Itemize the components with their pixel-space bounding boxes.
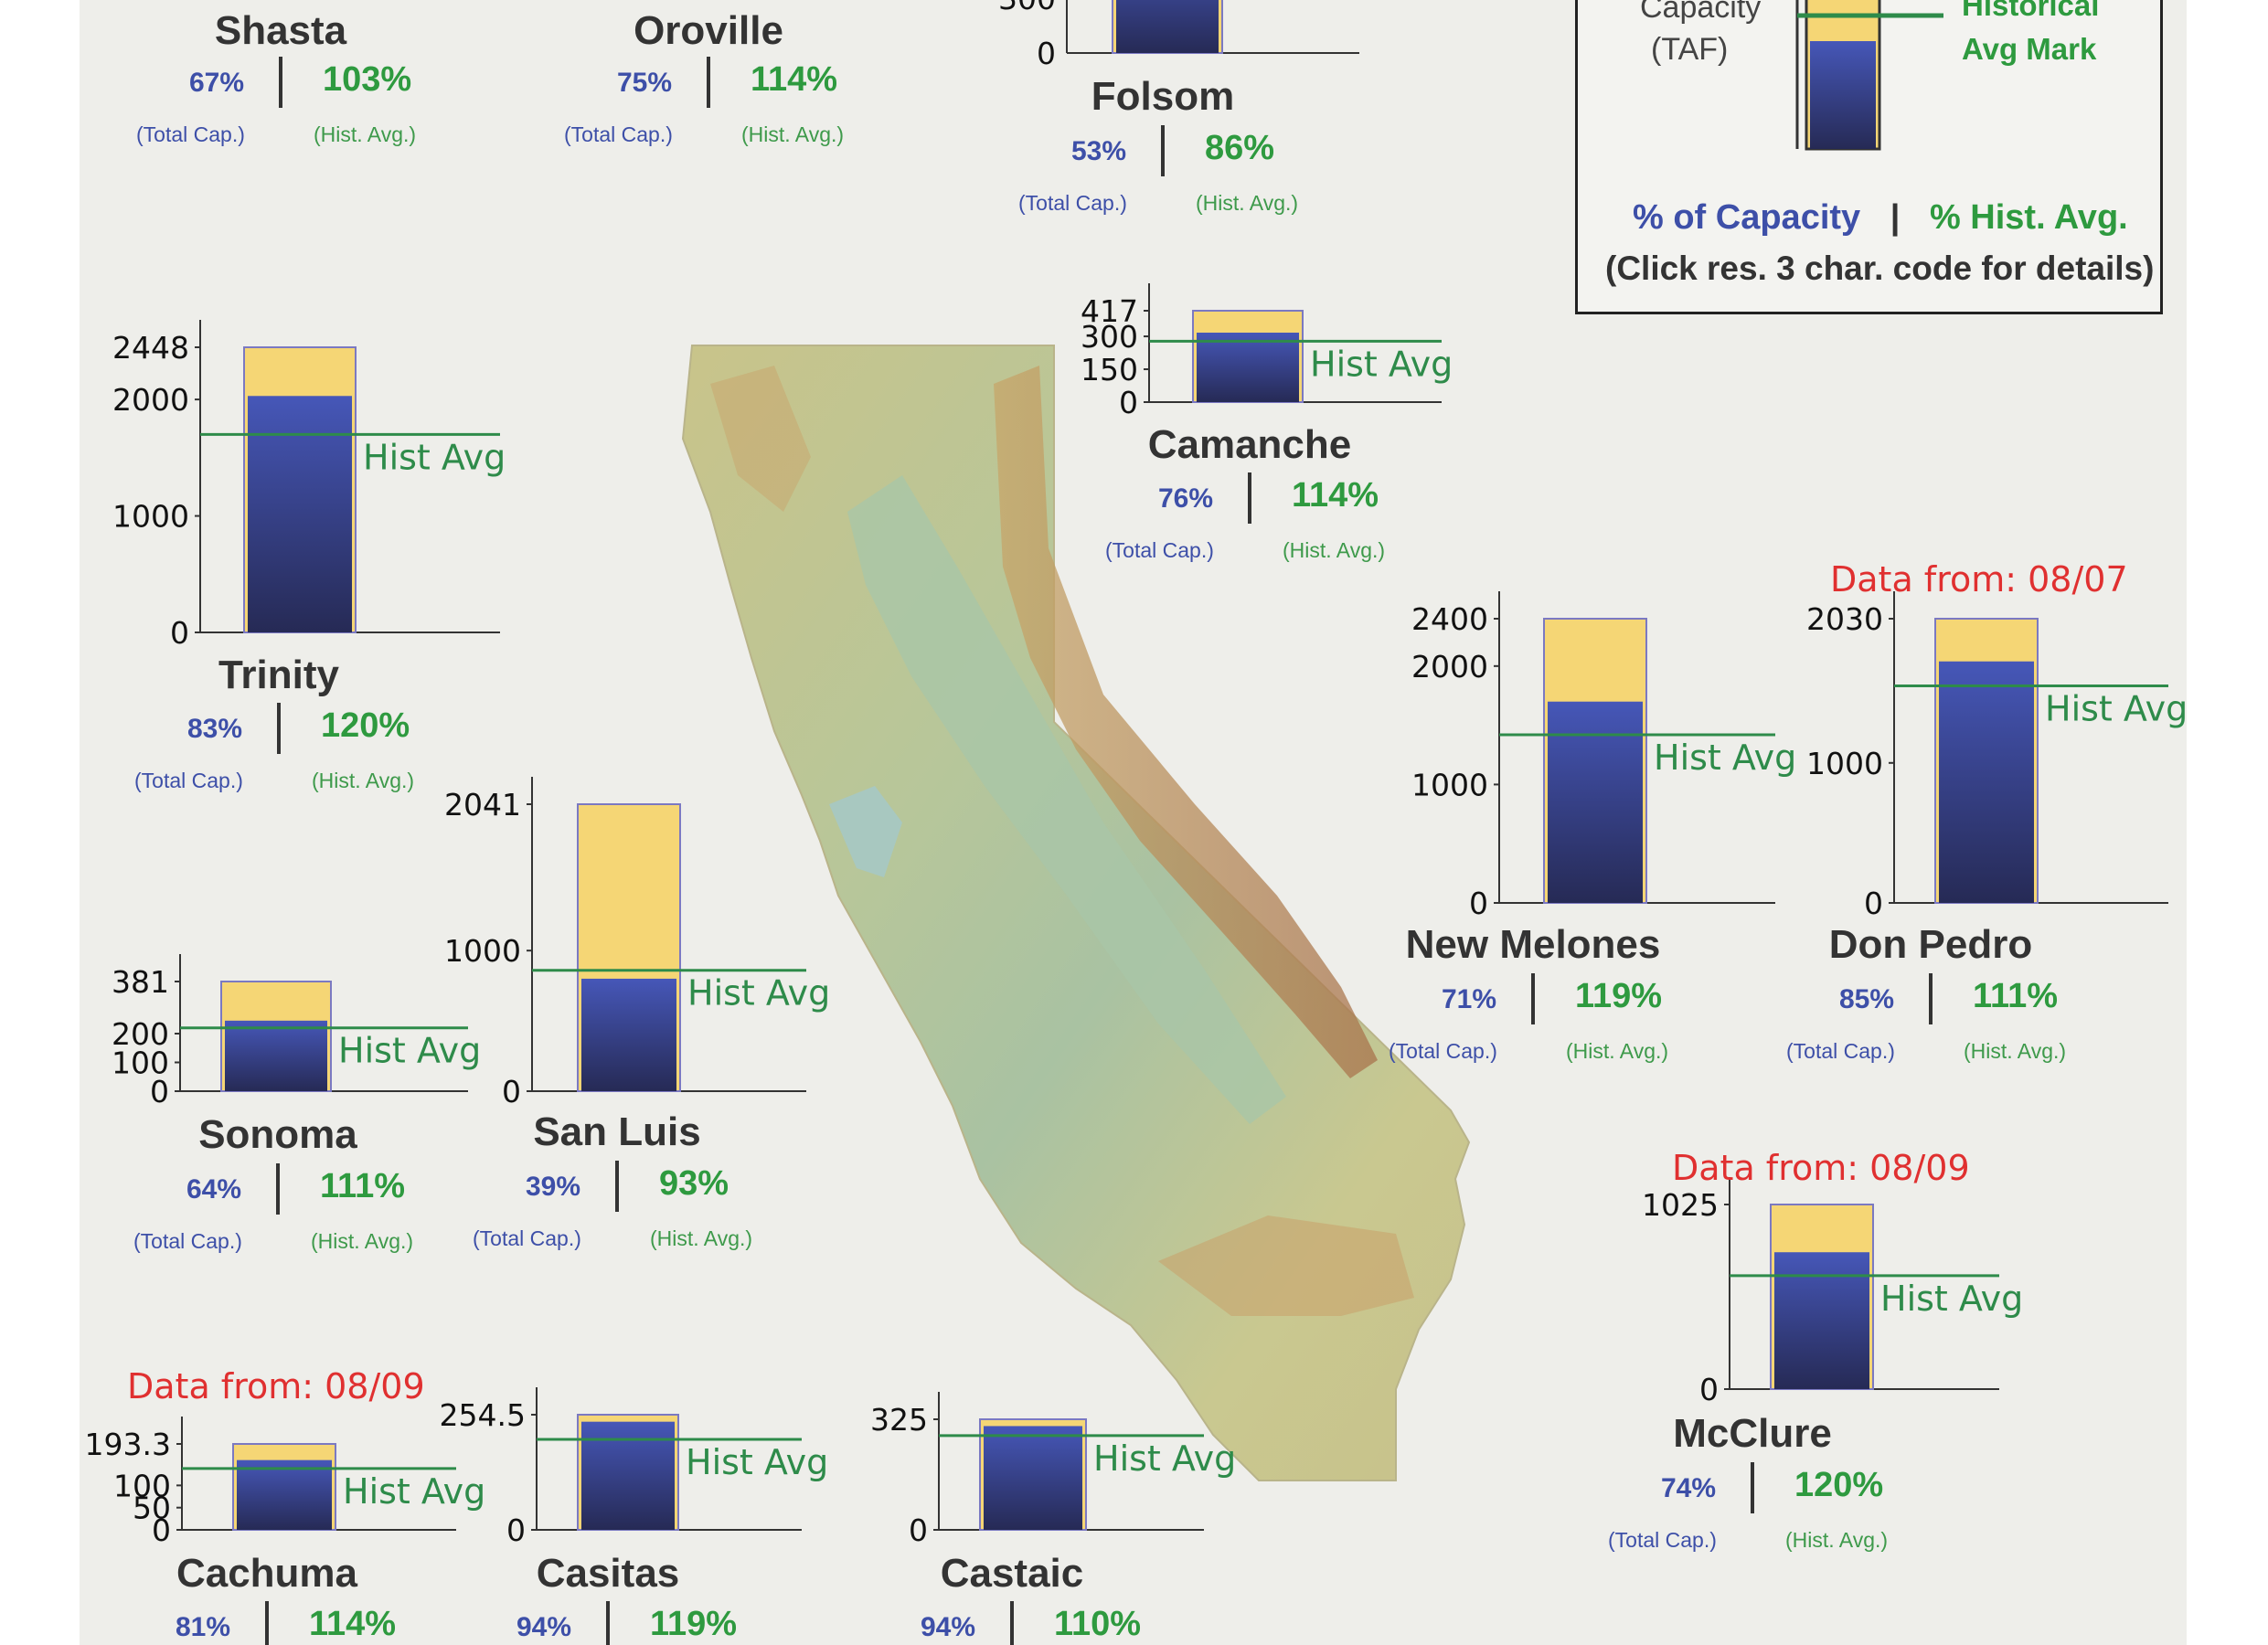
- sonoma-total-cap-note: (Total Cap.): [133, 1229, 242, 1253]
- legend-pct-capacity: % of Capacity: [1633, 198, 1861, 237]
- sonoma-name[interactable]: Sonoma: [198, 1112, 357, 1157]
- oroville-hist-avg-note: (Hist. Avg.): [741, 122, 845, 146]
- don-pedro-name[interactable]: Don Pedro: [1828, 922, 2033, 967]
- castaic-pct-hist-avg: 110%: [1054, 1605, 1142, 1643]
- california-relief-map: [681, 345, 1471, 1481]
- san-luis-total-cap-note: (Total Cap.): [473, 1226, 581, 1250]
- don-pedro-hist-avg-note: (Hist. Avg.): [1964, 1039, 2067, 1063]
- camanche-hist-avg-note: (Hist. Avg.): [1283, 538, 1386, 562]
- mcclure-pct-capacity: 74%: [1660, 1473, 1716, 1503]
- new-melones-divider: [1531, 973, 1535, 1024]
- don-pedro-data-from: Data from: 08/07: [1830, 559, 2128, 600]
- cachuma-pct-capacity: 81%: [175, 1612, 230, 1642]
- sonoma-pct-capacity: 64%: [186, 1174, 241, 1205]
- castaic-divider: [1010, 1601, 1014, 1645]
- legend-capacity-label: Capacity: [1640, 0, 1762, 25]
- casitas-divider: [606, 1601, 610, 1645]
- trinity-name[interactable]: Trinity: [218, 653, 340, 697]
- reservoir-map-panel: Capacity (TAF) Historical Avg Mark % of …: [80, 0, 2187, 1645]
- trinity-total-cap-note: (Total Cap.): [134, 769, 243, 792]
- folsom-pct-capacity: 53%: [1070, 136, 1126, 166]
- don-pedro-pct-hist-avg: 111%: [1973, 977, 2058, 1015]
- new-melones-name[interactable]: New Melones: [1405, 922, 1661, 967]
- new-melones-hist-avg-note: (Hist. Avg.): [1566, 1039, 1669, 1063]
- sierra-nevada: [994, 366, 1378, 1078]
- shasta-total-cap-note: (Total Cap.): [136, 122, 245, 146]
- legend-metrics-row: % of Capacity | % Hist. Avg.: [1633, 198, 2128, 238]
- san-luis-pct-hist-avg: 93%: [659, 1164, 729, 1203]
- oroville-pct-capacity: 75%: [616, 68, 672, 98]
- camanche-pct-capacity: 76%: [1157, 483, 1213, 514]
- mcclure-name[interactable]: McClure: [1673, 1411, 1832, 1456]
- southern-mountains: [1158, 1215, 1414, 1316]
- oroville-pct-hist-avg: 114%: [751, 60, 838, 99]
- new-melones-pct-capacity: 71%: [1441, 984, 1496, 1014]
- cachuma-name[interactable]: Cachuma: [176, 1551, 358, 1596]
- california-shape: [681, 345, 1471, 1481]
- folsom-total-cap-note: (Total Cap.): [1018, 191, 1127, 215]
- shasta-name[interactable]: Shasta: [214, 8, 347, 53]
- legend-sample-bar: [1795, 0, 1943, 151]
- legend-click-note: (Click res. 3 char. code for details): [1605, 249, 2155, 287]
- coast-range: [710, 366, 811, 512]
- shasta-pct-capacity: 67%: [188, 68, 244, 98]
- legend-historical-label: Historical: [1962, 0, 2100, 22]
- oroville-name[interactable]: Oroville: [634, 8, 783, 53]
- oroville-divider: [707, 57, 710, 108]
- trinity-hist-avg-note: (Hist. Avg.): [312, 769, 415, 792]
- legend-pct-hist: % Hist. Avg.: [1929, 198, 2128, 237]
- new-melones-total-cap-note: (Total Cap.): [1389, 1039, 1497, 1063]
- castaic-name[interactable]: Castaic: [940, 1551, 1084, 1596]
- trinity-pct-capacity: 83%: [186, 714, 242, 744]
- new-melones-pct-hist-avg: 119%: [1575, 977, 1663, 1015]
- camanche-divider: [1248, 472, 1251, 524]
- san-luis-pct-capacity: 39%: [525, 1172, 580, 1202]
- folsom-pct-hist-avg: 86%: [1205, 129, 1275, 167]
- trinity-pct-hist-avg: 120%: [321, 706, 410, 745]
- mcclure-pct-hist-avg: 120%: [1794, 1466, 1884, 1504]
- camanche-pct-hist-avg: 114%: [1292, 476, 1379, 515]
- sf-bay: [829, 786, 902, 877]
- shasta-divider: [279, 57, 282, 108]
- central-valley: [847, 475, 1286, 1124]
- san-luis-hist-avg-note: (Hist. Avg.): [650, 1226, 753, 1250]
- san-luis-divider: [615, 1161, 619, 1212]
- mcclure-divider: [1751, 1462, 1754, 1513]
- shasta-pct-hist-avg: 103%: [323, 60, 412, 99]
- camanche-total-cap-note: (Total Cap.): [1105, 538, 1214, 562]
- folsom-divider: [1161, 125, 1165, 176]
- casitas-pct-hist-avg: 119%: [650, 1605, 738, 1643]
- don-pedro-divider: [1929, 973, 1933, 1024]
- san-luis-name[interactable]: San Luis: [533, 1109, 701, 1154]
- legend-box: Capacity (TAF) Historical Avg Mark % of …: [1575, 0, 2163, 314]
- mcclure-hist-avg-note: (Hist. Avg.): [1785, 1528, 1889, 1552]
- castaic-pct-capacity: 94%: [920, 1612, 975, 1642]
- casitas-pct-capacity: 94%: [516, 1612, 571, 1642]
- trinity-divider: [277, 703, 281, 754]
- sonoma-divider: [276, 1163, 280, 1215]
- casitas-name[interactable]: Casitas: [536, 1551, 680, 1596]
- folsom-hist-avg-note: (Hist. Avg.): [1196, 191, 1299, 215]
- mcclure-data-from: Data from: 08/09: [1672, 1148, 1970, 1188]
- sonoma-hist-avg-note: (Hist. Avg.): [311, 1229, 414, 1253]
- legend-avg-mark-label: Avg Mark: [1962, 32, 2097, 66]
- cachuma-data-from: Data from: 08/09: [127, 1366, 425, 1406]
- shasta-hist-avg-note: (Hist. Avg.): [314, 122, 417, 146]
- legend-separator: |: [1890, 198, 1901, 237]
- oroville-total-cap-note: (Total Cap.): [564, 122, 673, 146]
- cachuma-pct-hist-avg: 114%: [309, 1605, 397, 1643]
- don-pedro-pct-capacity: 85%: [1838, 984, 1894, 1014]
- legend-storage-swatch: [1810, 41, 1876, 149]
- cachuma-divider: [265, 1601, 269, 1645]
- camanche-name[interactable]: Camanche: [1147, 422, 1352, 467]
- sonoma-pct-hist-avg: 111%: [320, 1167, 405, 1205]
- legend-taf-label: (TAF): [1651, 32, 1729, 67]
- don-pedro-total-cap-note: (Total Cap.): [1786, 1039, 1895, 1063]
- folsom-name[interactable]: Folsom: [1091, 74, 1235, 119]
- mcclure-total-cap-note: (Total Cap.): [1608, 1528, 1717, 1552]
